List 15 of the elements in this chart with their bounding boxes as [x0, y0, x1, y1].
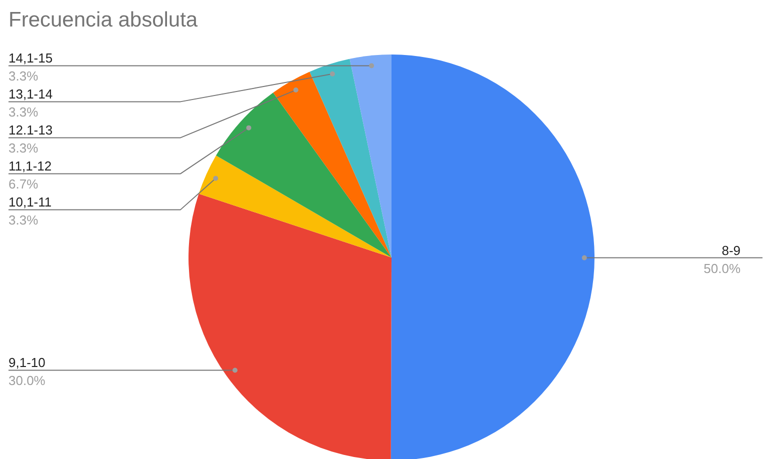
slice-label: 9,1-10 — [8, 355, 46, 370]
data-label: 3.3% — [8, 140, 39, 156]
data-label: 3.3% — [8, 104, 39, 120]
chart-title: Frecuencia absoluta — [8, 8, 198, 32]
data-label: 30.0% — [8, 373, 46, 388]
slice-label: 10,1-11 — [8, 194, 52, 210]
slice-label: 12.1-13 — [8, 122, 53, 138]
data-label: 6.7% — [8, 176, 39, 192]
data-label: 50.0% — [704, 260, 741, 276]
data-label: 3.3% — [8, 68, 39, 84]
slice-label: 8-9 — [722, 242, 741, 258]
slice-label: 13,1-14 — [8, 86, 53, 102]
data-label: 3.3% — [8, 212, 39, 228]
slice-label: 14,1-15 — [8, 50, 53, 66]
slice-label: 11,1-12 — [8, 158, 52, 174]
